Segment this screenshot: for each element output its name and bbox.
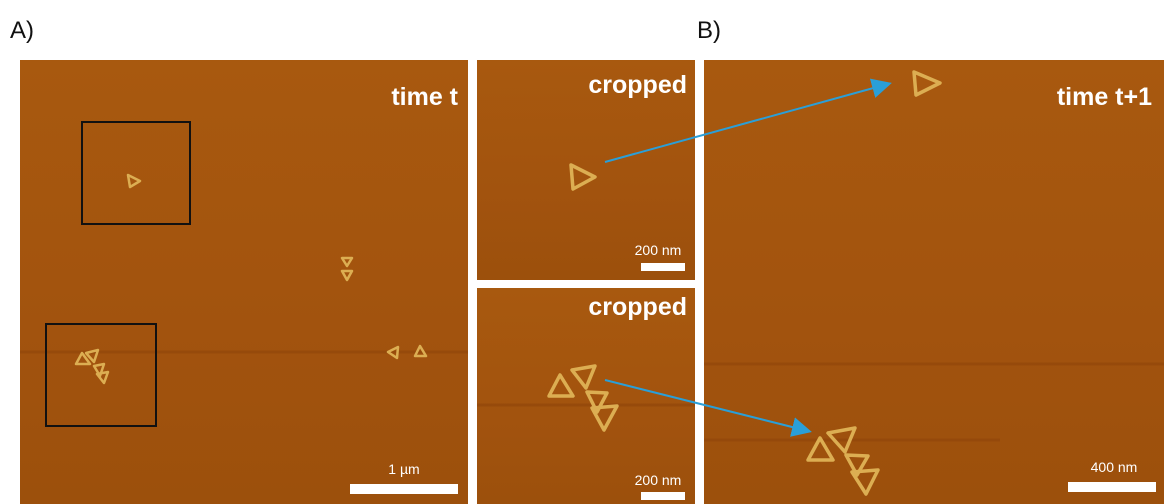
scale-bar-label: 200 nm: [635, 242, 682, 258]
scale-bar-label: 400 nm: [1091, 459, 1138, 475]
scale-bar: [1068, 482, 1156, 492]
panel-letter: A): [10, 17, 34, 44]
page: A) B) time t cropped cropped tim: [0, 0, 1164, 504]
afm-image: [20, 60, 468, 504]
scale-bar-label: 1 µm: [388, 461, 419, 477]
afm-image: [704, 60, 1164, 504]
scale-bar: [350, 484, 458, 494]
scale-bar: [641, 263, 685, 271]
scale-bar-label: 200 nm: [635, 472, 682, 488]
panel-label: time t+1: [1057, 83, 1152, 111]
panel-label: cropped: [588, 71, 687, 99]
scale-bar: [641, 492, 685, 500]
panel-letter: B): [697, 17, 721, 44]
figure: A) B) time t cropped cropped tim: [0, 0, 1164, 504]
panel-label: time t: [391, 83, 458, 111]
panel-label: cropped: [588, 293, 687, 321]
